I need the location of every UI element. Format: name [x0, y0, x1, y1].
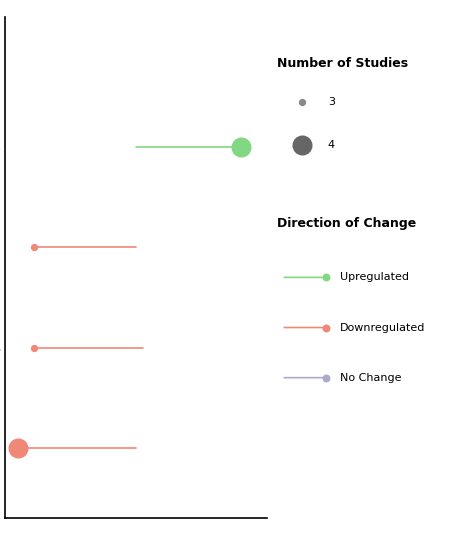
Point [30, 243, 38, 252]
Text: Number of Studies: Number of Studies [277, 57, 409, 70]
Text: 4: 4 [328, 140, 335, 149]
Text: Direction of Change: Direction of Change [277, 217, 417, 230]
Point [14, 443, 22, 452]
Point [30, 343, 38, 352]
Text: Upregulated: Upregulated [340, 272, 409, 282]
Text: Downregulated: Downregulated [340, 323, 425, 333]
Text: No Change: No Change [340, 373, 401, 383]
Text: 3: 3 [328, 97, 335, 107]
Point [237, 143, 245, 152]
